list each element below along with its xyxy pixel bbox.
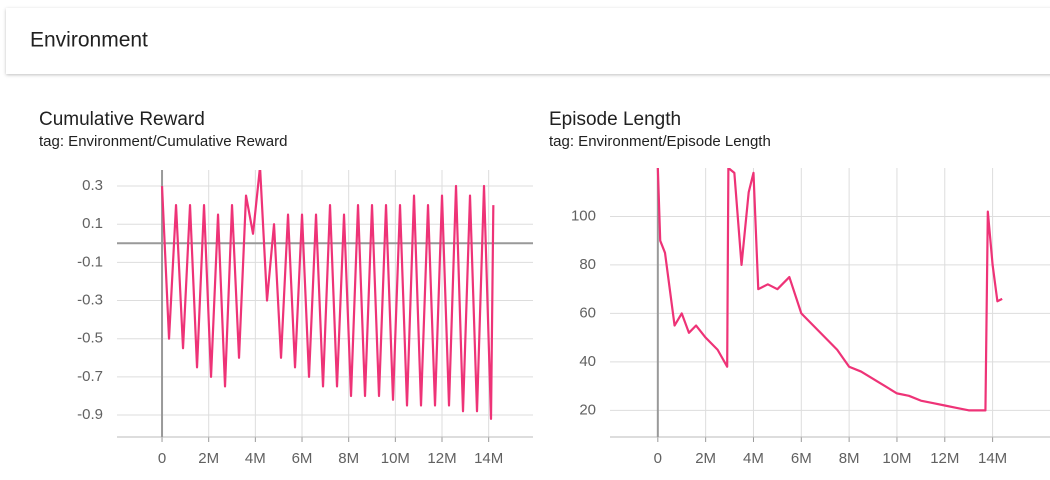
y-tick-label: -0.5 <box>77 330 103 347</box>
x-tick-label: 8M <box>839 450 860 467</box>
y-tick-label: 100 <box>571 207 596 224</box>
x-tick-label: 0 <box>158 450 166 467</box>
y-tick-label: -0.7 <box>77 368 103 385</box>
y-tick-label: 0.3 <box>82 177 103 194</box>
y-tick-label: -0.3 <box>77 292 103 309</box>
x-tick-label: 6M <box>791 450 812 467</box>
y-tick-label: -0.9 <box>77 406 103 423</box>
chart-title: Cumulative Reward <box>39 109 205 130</box>
y-tick-label: 20 <box>579 401 596 418</box>
chart-subtitle: tag: Environment/Episode Length <box>549 133 771 150</box>
x-tick-label: 2M <box>198 450 219 467</box>
x-tick-label: 6M <box>292 450 313 467</box>
y-tick-label: 80 <box>579 256 596 273</box>
x-tick-label: 12M <box>930 450 959 467</box>
header-title: Environment <box>30 29 148 52</box>
chart-title: Episode Length <box>549 109 681 130</box>
x-tick-label: 14M <box>978 450 1007 467</box>
x-tick-label: 10M <box>882 450 911 467</box>
y-tick-label: 60 <box>579 304 596 321</box>
x-tick-label: 10M <box>381 450 410 467</box>
y-tick-label: -0.1 <box>77 253 103 270</box>
x-tick-label: 12M <box>427 450 456 467</box>
series-line <box>160 170 495 420</box>
header-card <box>6 8 1050 74</box>
chart-subtitle: tag: Environment/Cumulative Reward <box>39 133 287 150</box>
x-tick-label: 2M <box>695 450 716 467</box>
y-tick-label: 0.1 <box>82 215 103 232</box>
y-tick-label: 40 <box>579 353 596 370</box>
plot <box>656 168 1003 412</box>
x-tick-label: 4M <box>245 450 266 467</box>
x-tick-label: 8M <box>338 450 359 467</box>
plot <box>160 170 495 420</box>
x-tick-label: 0 <box>654 450 662 467</box>
x-tick-label: 14M <box>474 450 503 467</box>
series-line <box>656 168 1003 412</box>
x-tick-label: 4M <box>743 450 764 467</box>
